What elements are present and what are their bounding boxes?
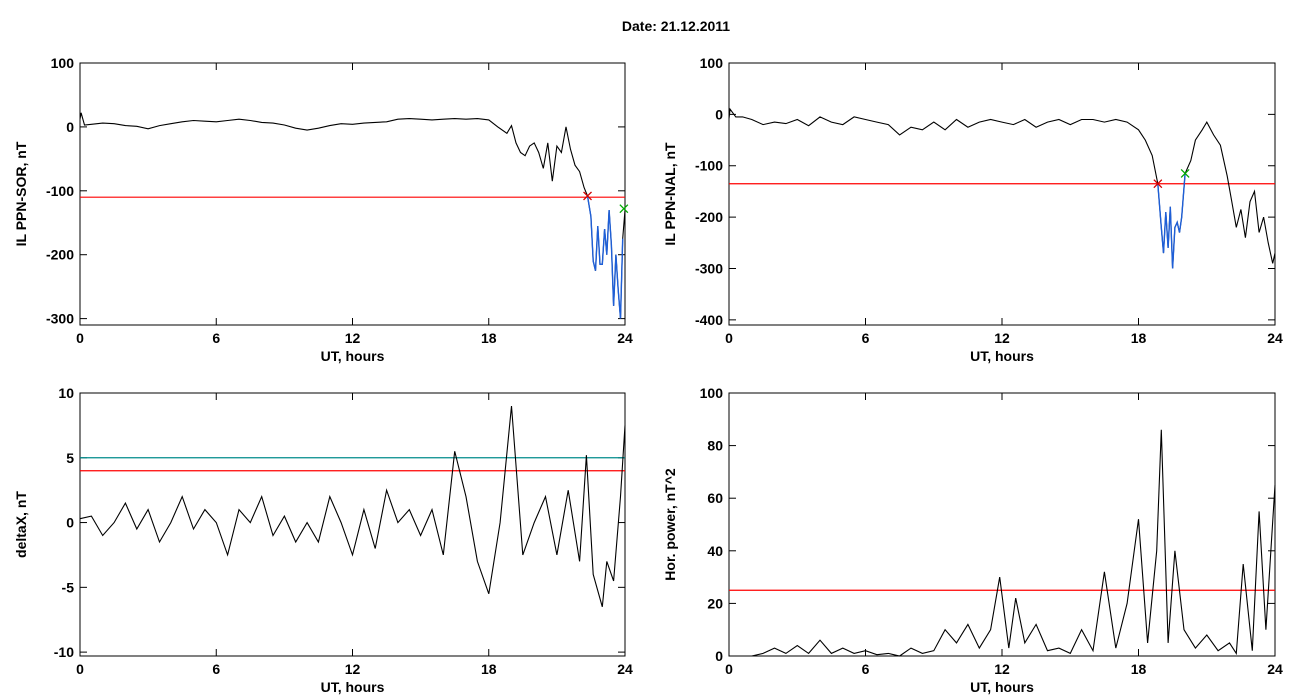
x-tick-label: 0 (76, 330, 84, 346)
x-tick-label: 6 (212, 661, 220, 677)
y-tick-label: -5 (62, 579, 75, 595)
series-line (79, 112, 626, 319)
x-tick-label: 12 (345, 330, 361, 346)
x-tick-label: 24 (1267, 330, 1283, 346)
y-axis-label: IL PPN-SOR, nT (13, 141, 29, 246)
y-tick-label: 40 (707, 543, 723, 559)
y-axis-label: Hor. power, nT^2 (662, 468, 678, 581)
x-tick-label: 0 (725, 661, 733, 677)
y-tick-label: 5 (66, 450, 74, 466)
x-tick-label: 18 (1131, 661, 1147, 677)
x-tick-label: 18 (481, 330, 497, 346)
x-tick-label: 12 (345, 661, 361, 677)
x-tick-label: 6 (862, 661, 870, 677)
y-tick-label: 20 (707, 595, 723, 611)
y-tick-label: -10 (54, 644, 74, 660)
x-tick-label: 12 (994, 330, 1010, 346)
panel-ppn-sor: 0 6 12 18 24 -300 -200 -100 0 100 UT, hours IL PPN-… (13, 55, 633, 364)
panel-hor-power: 0 6 12 18 24 0 20 40 60 80 100 UT, hours Hor. power,… (662, 385, 1283, 695)
y-tick-label: -100 (46, 183, 74, 199)
panel-deltax: 0 6 12 18 24 -10 -5 0 5 10 UT, hours deltaX, nT (13, 385, 633, 695)
plot-frame (79, 62, 626, 326)
x-tick-label: 24 (617, 661, 633, 677)
plot-frame (728, 392, 1276, 657)
y-tick-label: 0 (66, 119, 74, 135)
y-tick-label: 100 (51, 55, 75, 71)
event-start-marker (583, 191, 592, 201)
marker-stroke (583, 191, 592, 201)
event-end-marker (1180, 168, 1190, 178)
x-tick-label: 0 (725, 330, 733, 346)
y-tick-label: -400 (695, 312, 723, 328)
marker-stroke (1180, 168, 1190, 178)
series-line (79, 405, 626, 607)
event-start-marker (1153, 179, 1163, 189)
marker-stroke (619, 204, 629, 214)
date-title: Date: 21.12.2011 (621, 18, 731, 34)
x-axis-label: UT, hours (970, 679, 1034, 695)
x-axis-label: UT, hours (970, 348, 1034, 364)
event-segment-line (586, 195, 624, 319)
x-tick-label: 18 (1131, 330, 1147, 346)
x-tick-label: 0 (76, 661, 84, 677)
y-tick-label: -300 (695, 260, 723, 276)
x-tick-label: 24 (1267, 661, 1283, 677)
event-segment-line (1157, 173, 1186, 269)
marker-stroke (1153, 179, 1163, 189)
y-tick-label: 100 (700, 55, 724, 71)
y-tick-label: 0 (715, 106, 723, 122)
y-tick-label: 10 (58, 385, 74, 401)
y-tick-label: -300 (46, 311, 74, 327)
y-tick-label: -200 (695, 209, 723, 225)
y-axis-label: IL PPN-NAL, nT (662, 142, 678, 246)
x-tick-label: 24 (617, 330, 633, 346)
y-tick-label: 80 (707, 438, 723, 454)
x-tick-label: 6 (862, 330, 870, 346)
series-line (729, 429, 1276, 657)
y-tick-label: 60 (707, 490, 723, 506)
x-axis-label: UT, hours (321, 348, 385, 364)
x-axis-label: UT, hours (321, 679, 385, 695)
x-tick-label: 6 (212, 330, 220, 346)
plot-frame (728, 62, 1276, 326)
series-line (728, 107, 1276, 269)
panel-ppn-nal: 0 6 12 18 24 -400 -300 -200 -100 0 100 UT, hours IL … (662, 55, 1283, 364)
y-tick-label: 0 (66, 515, 74, 531)
y-axis-label: deltaX, nT (13, 491, 29, 558)
event-end-marker (619, 204, 629, 214)
x-tick-label: 18 (481, 661, 497, 677)
y-tick-label: -200 (46, 247, 74, 263)
plot-frame (79, 392, 626, 657)
x-tick-label: 12 (994, 661, 1010, 677)
y-tick-label: 100 (700, 385, 724, 401)
y-tick-label: 0 (715, 648, 723, 664)
y-tick-label: -100 (695, 158, 723, 174)
